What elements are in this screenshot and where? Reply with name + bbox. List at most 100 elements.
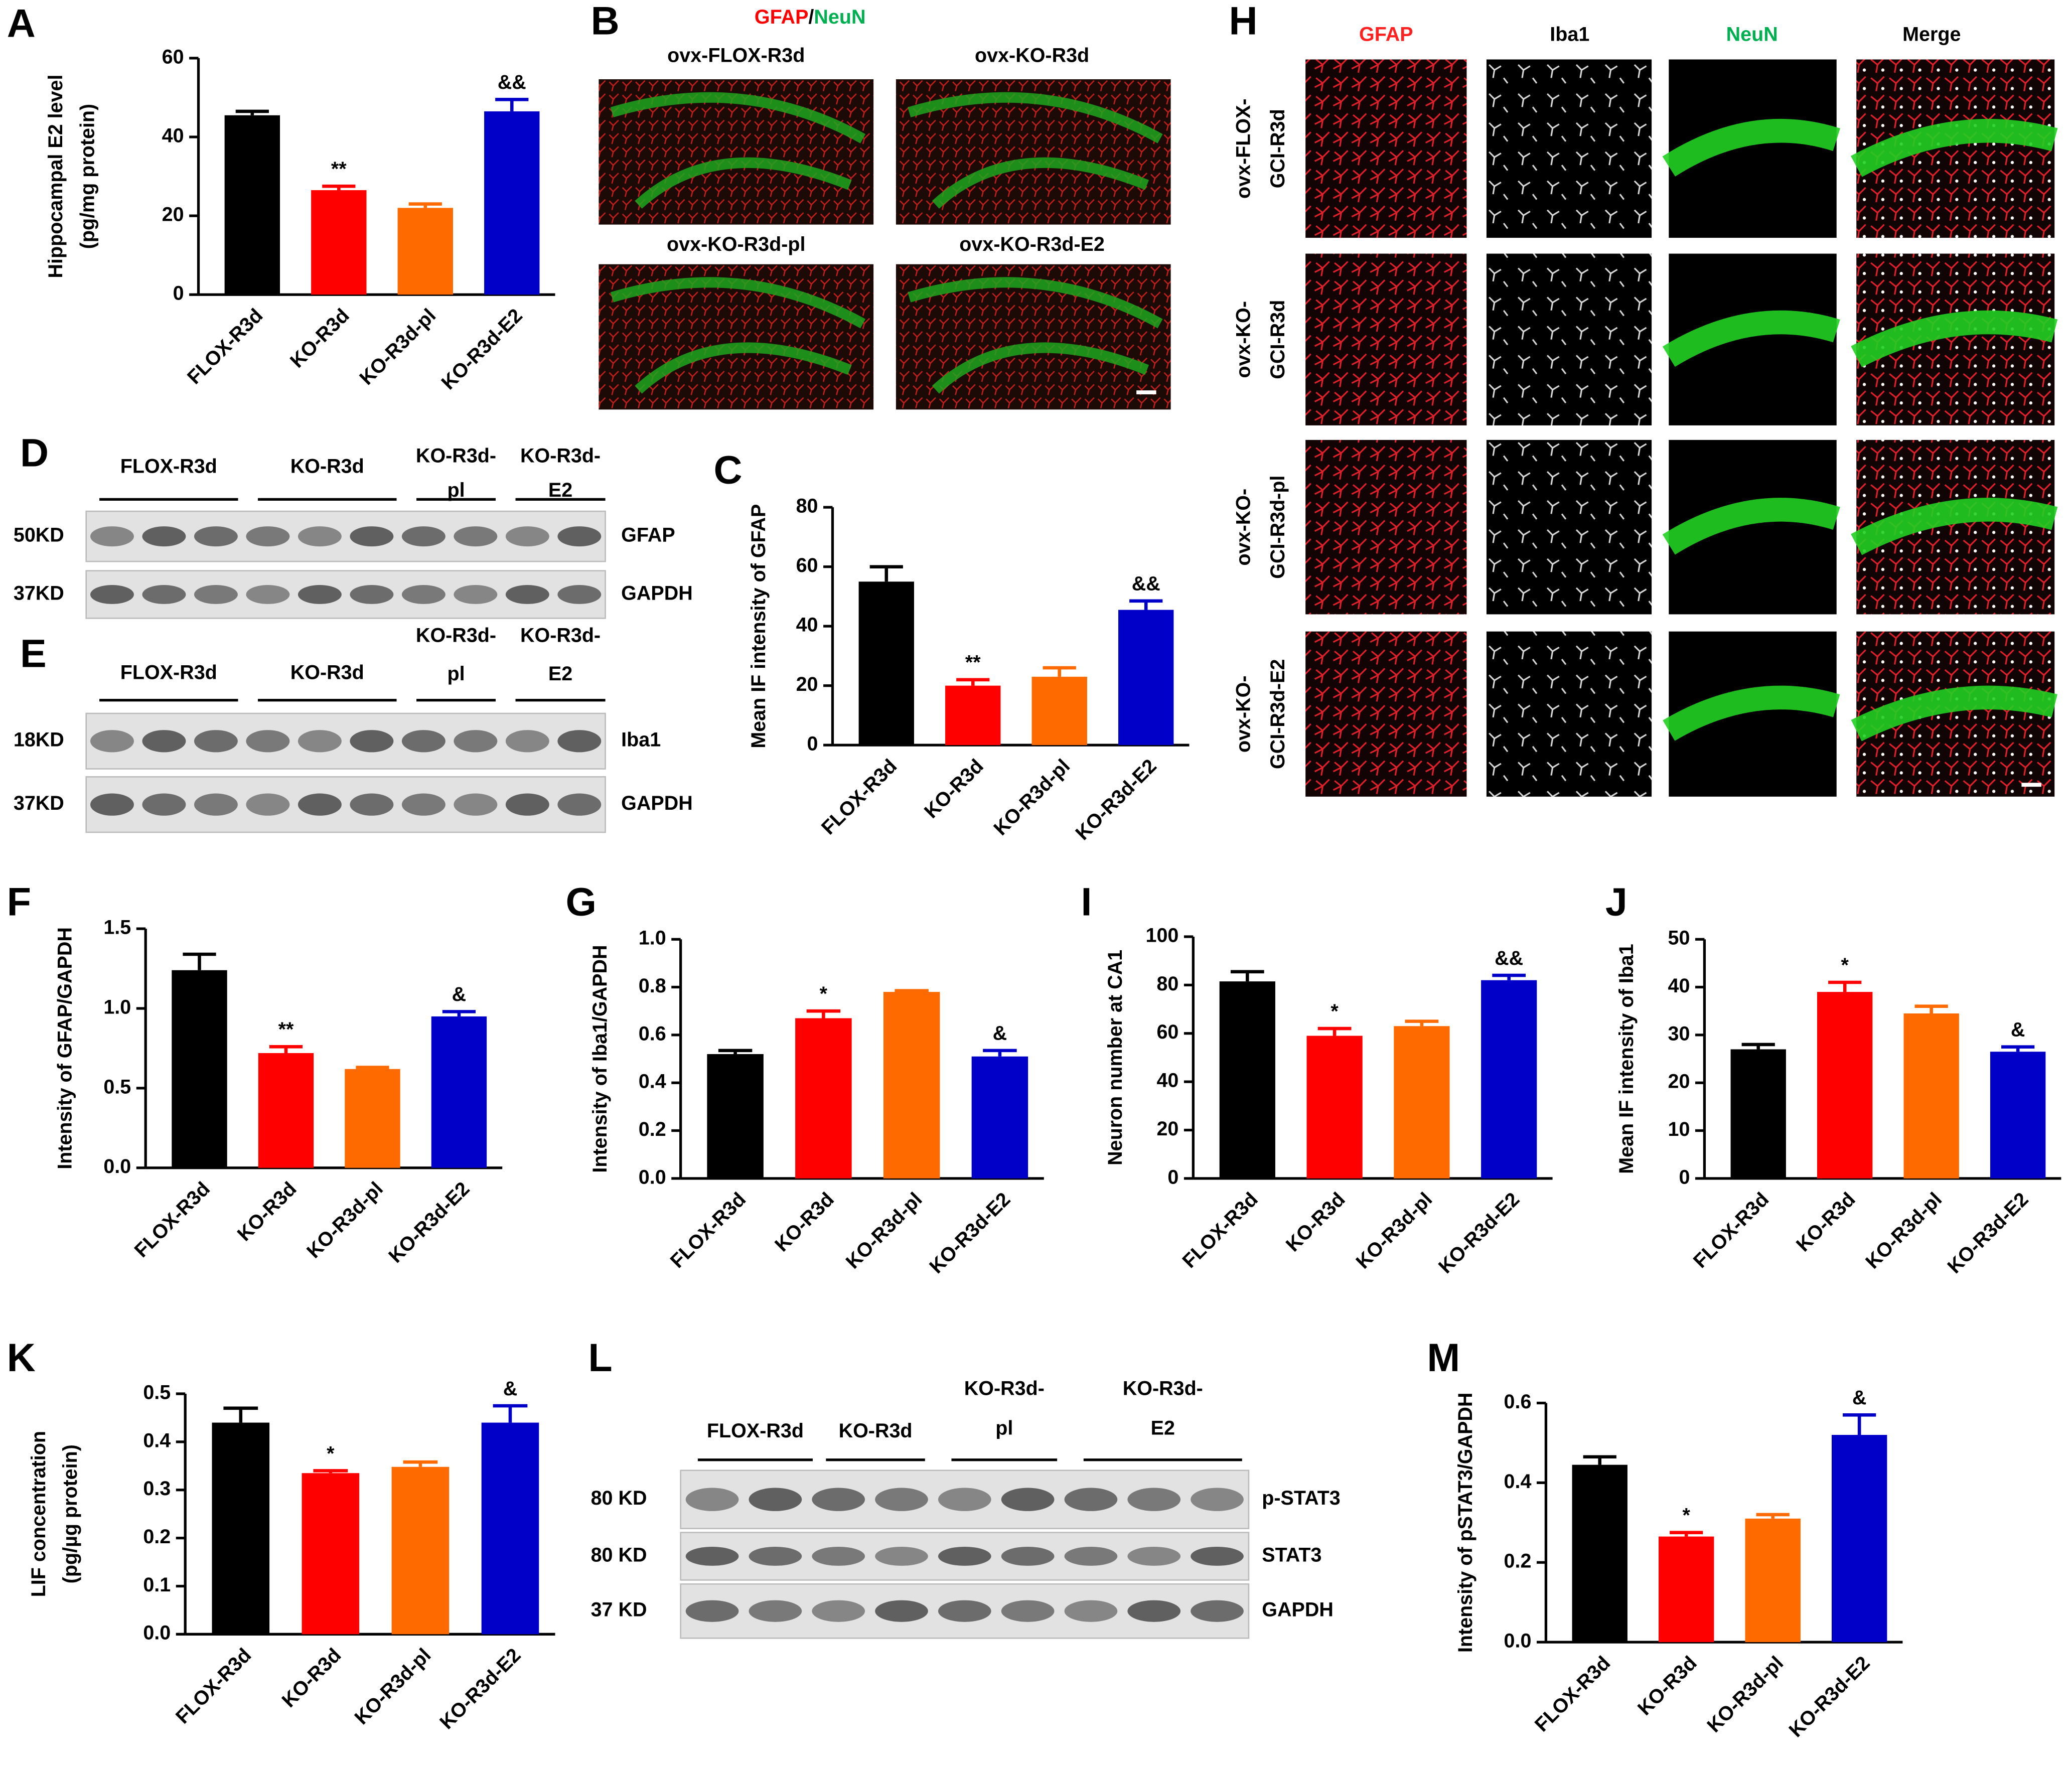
y-axis-label: (pg/mg protein) bbox=[76, 104, 98, 249]
bar bbox=[883, 992, 940, 1179]
blot-band bbox=[875, 1600, 928, 1622]
y-tick-label: 0 bbox=[1679, 1166, 1690, 1188]
y-tick-label: 0.6 bbox=[639, 1022, 666, 1045]
y-axis-label: (pg/µg protein) bbox=[59, 1444, 81, 1583]
blot-band bbox=[1001, 1600, 1055, 1622]
y-tick-label: 0.4 bbox=[1504, 1470, 1532, 1493]
panel-letter: L bbox=[588, 1335, 612, 1380]
image-label: ovx-KO-R3d-E2 bbox=[959, 233, 1105, 255]
y-tick-label: 40 bbox=[1156, 1070, 1178, 1092]
blot-band bbox=[1127, 1546, 1181, 1566]
blot-band bbox=[142, 526, 186, 547]
bar bbox=[1118, 610, 1174, 746]
x-tick-label: FLOX-R3d bbox=[666, 1188, 751, 1272]
y-tick-label: 1.0 bbox=[103, 996, 131, 1018]
blot-band bbox=[142, 793, 186, 816]
significance-label: ** bbox=[965, 652, 981, 674]
group-label: FLOX-R3d bbox=[120, 661, 217, 683]
group-label: KO-R3d bbox=[290, 456, 364, 478]
bar bbox=[1481, 980, 1537, 1179]
panel-letter: F bbox=[7, 879, 31, 924]
micrograph bbox=[1486, 439, 1652, 615]
bar bbox=[858, 581, 914, 746]
panel-letter: A bbox=[7, 1, 36, 46]
significance-label: * bbox=[327, 1442, 335, 1464]
y-tick-label: 0.2 bbox=[639, 1118, 666, 1140]
y-axis-label: Intensity of pSTAT3/GAPDH bbox=[1454, 1393, 1476, 1653]
group-label: E2 bbox=[1151, 1417, 1175, 1439]
blot-band bbox=[194, 793, 238, 816]
protein-label: GAPDH bbox=[621, 792, 693, 814]
bar bbox=[345, 1069, 400, 1168]
y-tick-label: 0.8 bbox=[639, 975, 666, 997]
blot-band bbox=[194, 730, 238, 753]
x-tick-label: FLOX-R3d bbox=[1178, 1188, 1262, 1272]
stain-separator: / bbox=[808, 6, 814, 28]
blot-band bbox=[298, 584, 342, 604]
significance-label: ** bbox=[278, 1018, 294, 1041]
blot-band bbox=[246, 526, 290, 547]
significance-label: && bbox=[1132, 573, 1160, 595]
size-label: 18KD bbox=[14, 729, 64, 751]
x-tick-label: FLOX-R3d bbox=[183, 305, 267, 389]
bar-chart: F Intensity of GFAP/GAPDH 0.0 0.5 1.0 1.5 FLOX… bbox=[7, 879, 503, 1267]
bar bbox=[1572, 1464, 1627, 1643]
blot-band bbox=[1001, 1546, 1055, 1566]
neuron-layer bbox=[610, 277, 866, 394]
blot-band bbox=[505, 526, 549, 547]
y-tick-label: 30 bbox=[1668, 1022, 1690, 1045]
group-label: KO-R3d- bbox=[520, 625, 601, 647]
blot-band bbox=[454, 584, 498, 604]
group-label: FLOX-R3d bbox=[707, 1420, 804, 1442]
significance-label: * bbox=[1683, 1504, 1691, 1526]
neuron-layer bbox=[1851, 498, 2058, 555]
size-label: 37 KD bbox=[591, 1599, 647, 1621]
blot-band bbox=[194, 584, 238, 604]
row-label: GCI-R3d-E2 bbox=[1267, 659, 1289, 769]
bar-chart: I Neuron number at CA1 0 20 40 60 80 100 FLOX-R3… bbox=[1081, 879, 1553, 1278]
x-tick-label: KO-R3d bbox=[277, 1644, 345, 1712]
panel-letter: G bbox=[566, 879, 597, 924]
protein-label: STAT3 bbox=[1262, 1544, 1321, 1566]
y-tick-label: 0 bbox=[807, 733, 818, 755]
row-label: ovx-FLOX- bbox=[1232, 98, 1254, 199]
neuron-layer bbox=[1663, 685, 1840, 741]
column-header: Merge bbox=[1902, 24, 1961, 46]
y-tick-label: 80 bbox=[1156, 973, 1178, 995]
y-tick-label: 0.3 bbox=[143, 1478, 171, 1500]
micrograph bbox=[1305, 59, 1467, 238]
neuron-layer bbox=[908, 92, 1163, 209]
blot-band bbox=[505, 793, 549, 816]
y-tick-label: 0.2 bbox=[143, 1526, 171, 1548]
y-tick-label: 80 bbox=[796, 495, 818, 517]
blot-band bbox=[142, 584, 186, 604]
blot-band bbox=[454, 730, 498, 753]
bar-chart: J Mean IF intensity of Iba1 0 10 20 30 40 50 FLO… bbox=[1605, 879, 2061, 1278]
blot-band bbox=[749, 1546, 802, 1566]
y-tick-label: 40 bbox=[796, 614, 818, 636]
size-label: 37KD bbox=[14, 792, 64, 814]
bar-chart: G Intensity of Iba1/GAPDH 0.0 0.2 0.4 0.6 0.8 1… bbox=[566, 879, 1044, 1278]
bar bbox=[484, 111, 540, 295]
blot-band bbox=[350, 584, 394, 604]
blot-band bbox=[350, 526, 394, 547]
row-label: GCI-R3d-pl bbox=[1267, 476, 1289, 579]
bar bbox=[258, 1053, 314, 1168]
blot-band bbox=[1127, 1600, 1181, 1622]
row-label: ovx-KO- bbox=[1232, 675, 1254, 753]
x-tick-label: KO-R3d-pl bbox=[350, 1644, 435, 1729]
x-tick-label: KO-R3d-E2 bbox=[437, 305, 526, 394]
blot-band bbox=[505, 584, 549, 604]
group-label: E2 bbox=[548, 479, 572, 501]
blot-band bbox=[685, 1488, 739, 1511]
group-label: pl bbox=[995, 1417, 1013, 1439]
neuron-layer bbox=[908, 277, 1163, 394]
neuron-layer bbox=[1850, 118, 2058, 177]
blot-band bbox=[1064, 1546, 1118, 1566]
y-tick-label: 10 bbox=[1668, 1118, 1690, 1140]
x-tick-label: KO-R3d-E2 bbox=[1943, 1188, 2032, 1277]
blot-band bbox=[1191, 1546, 1244, 1566]
x-tick-label: KO-R3d bbox=[1282, 1188, 1350, 1256]
bar bbox=[1031, 676, 1087, 746]
